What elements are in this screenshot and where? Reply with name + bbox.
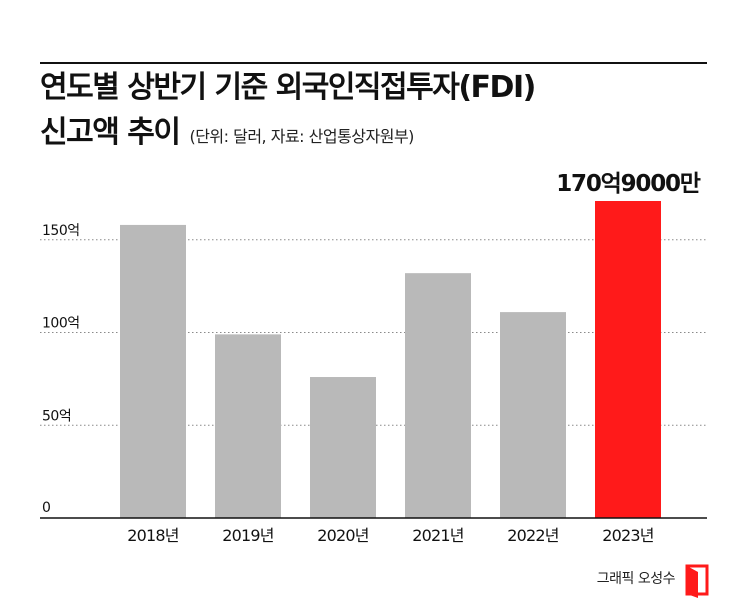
x-tick-label: 2021년 xyxy=(412,526,464,545)
x-tick-label: 2018년 xyxy=(127,526,179,545)
chart-subtitle: (단위: 달러, 자료: 산업통상자원부) xyxy=(189,127,414,146)
top-rule xyxy=(40,62,707,64)
y-tick-label: 50억 xyxy=(42,408,71,424)
bar-2019년 xyxy=(215,334,281,518)
y-tick-label: 150억 xyxy=(42,223,80,239)
chart-title-line2-text: 신고액 추이 xyxy=(40,115,181,150)
y-tick-label: 100억 xyxy=(42,316,80,332)
data-label-highlight: 170억9000만 xyxy=(556,171,701,197)
y-tick-label: 0 xyxy=(42,500,50,516)
logo-icon xyxy=(685,564,709,598)
x-tick-label: 2022년 xyxy=(507,526,559,545)
bar-2020년 xyxy=(310,377,376,518)
bar-2018년 xyxy=(120,224,186,518)
bar-2023년 xyxy=(595,201,661,518)
bar-2022년 xyxy=(500,312,566,518)
chart-title-line2: 신고액 추이 (단위: 달러, 자료: 산업통상자원부) xyxy=(40,115,414,155)
x-tick-label: 2020년 xyxy=(317,526,369,545)
graphic-credit: 그래픽 오성수 xyxy=(596,571,676,587)
chart-title-line1: 연도별 상반기 기준 외국인직접투자(FDI) xyxy=(40,70,536,105)
bar-2021년 xyxy=(405,273,471,518)
x-tick-label: 2023년 xyxy=(602,526,654,545)
x-tick-label: 2019년 xyxy=(222,526,274,545)
